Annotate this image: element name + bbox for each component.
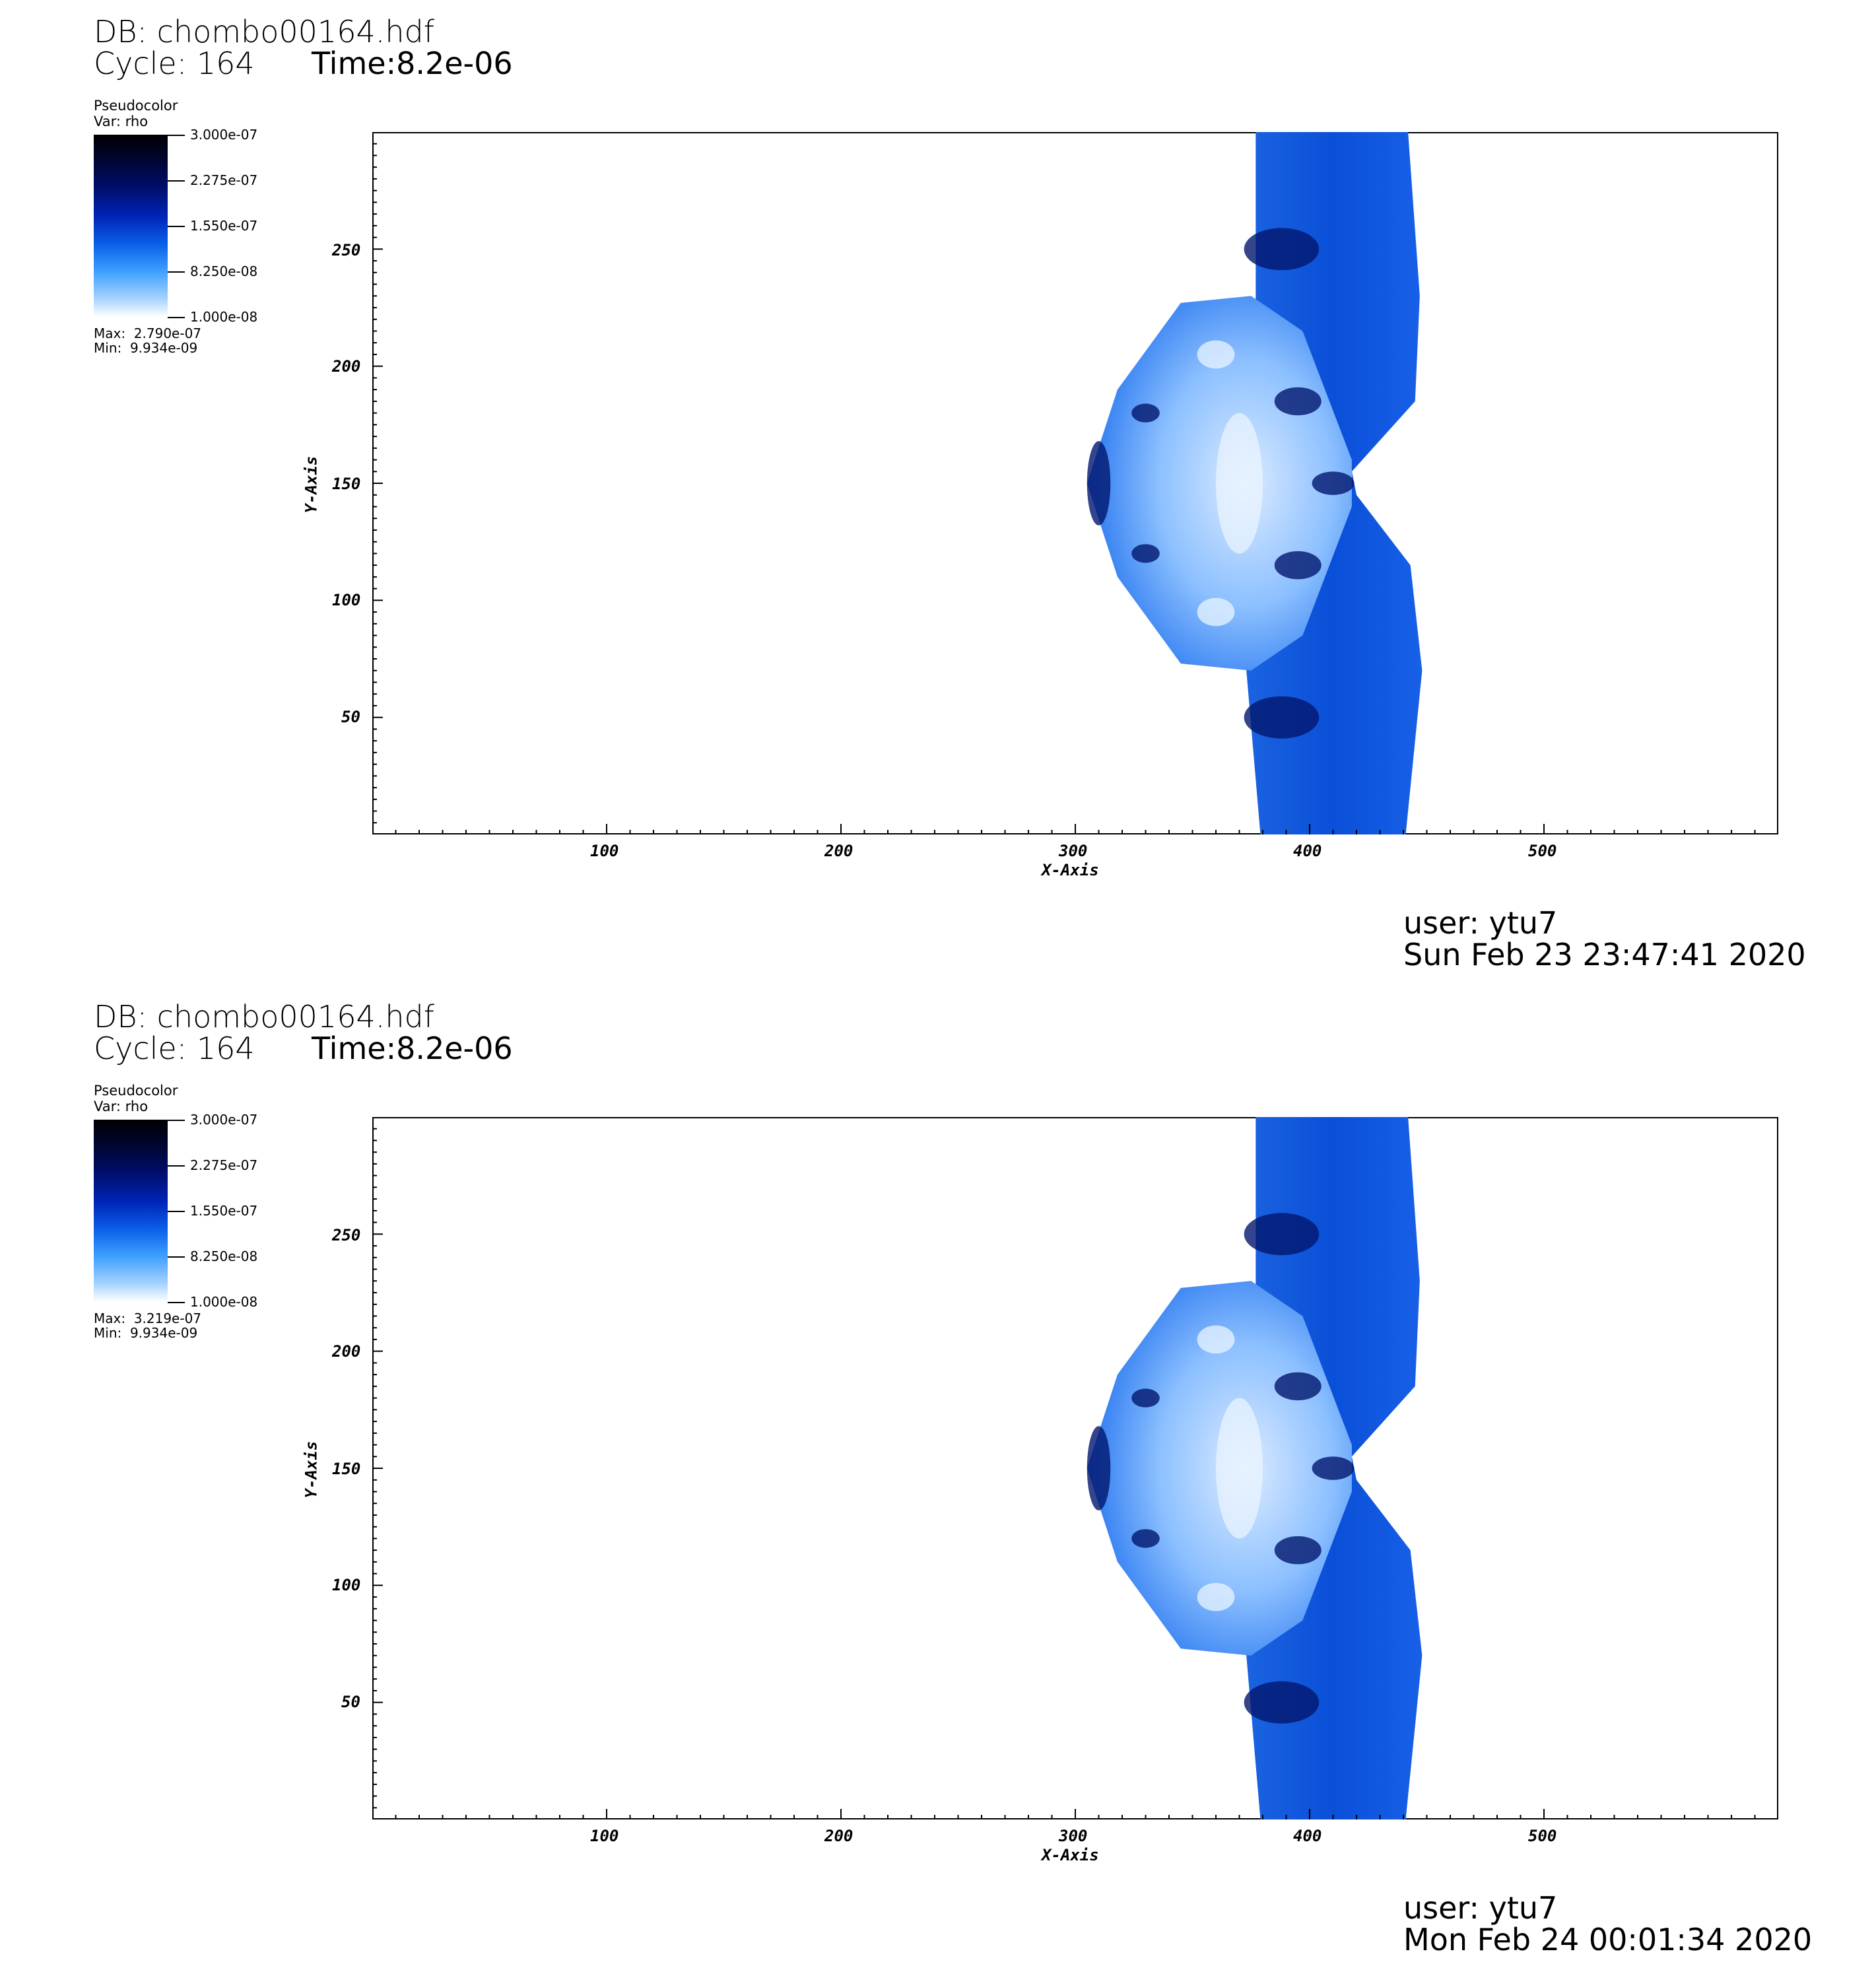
color-legend-bar: [94, 1120, 168, 1302]
legend-tick-label: 1.550e-07: [190, 218, 258, 234]
db-label: DB: chombo00164.hdf: [94, 999, 434, 1035]
y-tick-label: 100: [332, 591, 361, 609]
cycle-label: Cycle: 164: [94, 46, 255, 81]
legend-var-label: Var: rho: [94, 114, 149, 129]
legend-tick-label: 1.000e-08: [190, 309, 258, 325]
legend-tick: [168, 1165, 185, 1167]
plot-svg: [372, 1117, 1756, 1819]
legend-tick: [168, 1256, 185, 1258]
y-tick-label: 150: [332, 475, 361, 493]
legend-tick: [168, 317, 185, 318]
plot-svg: [372, 132, 1756, 834]
time-label: Time:8.2e-06: [312, 1031, 513, 1066]
legend-tick: [168, 226, 185, 227]
x-tick-label: 500: [1528, 1827, 1557, 1845]
legend-tick: [168, 135, 185, 136]
user-label: user: ytu7: [1403, 905, 1558, 941]
density-swirl: [1131, 544, 1160, 563]
legend-tick-label: 3.000e-07: [190, 127, 258, 143]
density-field: [1087, 1117, 1423, 1819]
axis-ticks: [372, 143, 1756, 834]
y-tick-label: 50: [341, 1693, 360, 1711]
x-tick-label: 400: [1293, 1827, 1322, 1845]
legend-min-label: Min: 9.934e-09: [94, 340, 198, 356]
x-tick-label: 200: [824, 1827, 854, 1845]
density-swirl: [1274, 387, 1322, 416]
low-density-patch: [1197, 597, 1235, 627]
density-field: [1087, 132, 1423, 834]
date-label: Sun Feb 23 23:47:41 2020: [1403, 937, 1806, 972]
x-tick-label: 300: [1059, 1827, 1088, 1845]
x-tick-label: 100: [590, 1827, 619, 1845]
x-axis-title: X-Axis: [1042, 861, 1099, 879]
panel-1: DB: chombo00164.hdf Cycle: 164 Time:8.2e…: [94, 14, 1806, 972]
density-swirl: [1274, 551, 1322, 580]
y-tick-label: 200: [332, 357, 361, 376]
y-axis-title: Y-Axis: [302, 456, 321, 514]
x-tick-label: 300: [1059, 842, 1088, 860]
user-label: user: ytu7: [1403, 1890, 1558, 1926]
legend-tick: [168, 180, 185, 182]
x-tick-label: 400: [1293, 842, 1322, 860]
x-tick-label: 100: [590, 842, 619, 860]
x-axis-title: X-Axis: [1042, 1846, 1099, 1864]
low-density-patch: [1197, 1325, 1235, 1354]
legend-tick-label: 2.275e-07: [190, 1157, 258, 1173]
density-swirl: [1274, 1536, 1322, 1565]
density-swirl: [1244, 1681, 1320, 1724]
y-axis-title: Y-Axis: [302, 1441, 321, 1499]
density-swirl: [1087, 441, 1111, 526]
cycle-label: Cycle: 164: [94, 1031, 255, 1066]
x-tick-label: 500: [1528, 842, 1557, 860]
legend-min-label: Min: 9.934e-09: [94, 1325, 198, 1341]
y-tick-label: 100: [332, 1576, 361, 1594]
y-tick-label: 50: [341, 708, 360, 726]
low-density-patch: [1216, 413, 1263, 554]
low-density-patch: [1197, 340, 1235, 369]
date-label: Mon Feb 24 00:01:34 2020: [1403, 1922, 1813, 1957]
db-label: DB: chombo00164.hdf: [94, 14, 434, 50]
y-tick-label: 250: [332, 1226, 361, 1244]
density-swirl: [1274, 1372, 1322, 1401]
color-legend-bar: [94, 135, 168, 317]
legend-tick-label: 1.000e-08: [190, 1294, 258, 1310]
y-tick-label: 200: [332, 1342, 361, 1361]
time-label: Time:8.2e-06: [312, 46, 513, 81]
density-swirl: [1244, 1213, 1320, 1256]
legend-max-label: Max: 2.790e-07: [94, 325, 202, 341]
density-swirl: [1244, 228, 1320, 271]
density-swirl: [1131, 403, 1160, 423]
legend-tick: [168, 1120, 185, 1121]
panel-2: DB: chombo00164.hdf Cycle: 164 Time:8.2e…: [0, 985, 1876, 1970]
density-swirl: [1312, 471, 1355, 495]
density-swirl: [1131, 1529, 1160, 1548]
low-density-patch: [1216, 1398, 1263, 1539]
axis-ticks: [372, 1128, 1756, 1819]
legend-var-label: Var: rho: [94, 1099, 149, 1114]
density-swirl: [1244, 696, 1320, 739]
y-tick-label: 250: [332, 241, 361, 259]
low-density-patch: [1197, 1582, 1235, 1612]
legend-tick: [168, 271, 185, 273]
legend-type-label: Pseudocolor: [94, 1083, 178, 1099]
density-swirl: [1131, 1388, 1160, 1408]
density-swirl: [1312, 1456, 1355, 1480]
density-swirl: [1087, 1426, 1111, 1511]
legend-tick: [168, 1302, 185, 1303]
legend-tick-label: 8.250e-08: [190, 263, 258, 279]
x-tick-label: 200: [824, 842, 854, 860]
y-tick-label: 150: [332, 1460, 361, 1478]
legend-tick: [168, 1211, 185, 1212]
legend-tick-label: 8.250e-08: [190, 1248, 258, 1264]
legend-max-label: Max: 3.219e-07: [94, 1310, 202, 1326]
legend-type-label: Pseudocolor: [94, 98, 178, 114]
legend-tick-label: 1.550e-07: [190, 1203, 258, 1219]
legend-tick-label: 3.000e-07: [190, 1112, 258, 1128]
legend-tick-label: 2.275e-07: [190, 172, 258, 188]
